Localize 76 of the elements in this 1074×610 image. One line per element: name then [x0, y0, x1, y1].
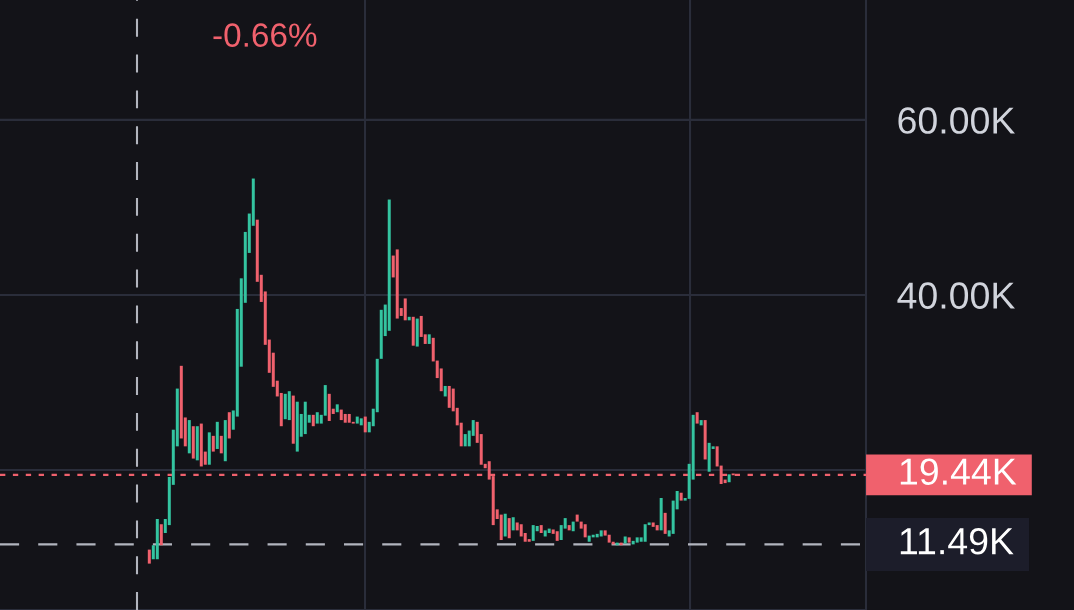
- candlestick: [651, 522, 655, 527]
- candlestick: [503, 513, 507, 537]
- candlestick: [571, 521, 575, 532]
- candlestick: [727, 474, 731, 483]
- candlestick: [635, 537, 639, 543]
- candlestick: [155, 518, 159, 560]
- candlestick: [431, 337, 435, 362]
- candlestick: [663, 512, 667, 534]
- candlestick: [623, 536, 627, 544]
- candlestick: [295, 401, 299, 452]
- candlestick: [359, 418, 363, 426]
- candlestick: [187, 420, 191, 454]
- candlestick: [511, 517, 515, 531]
- candlestick: [567, 525, 571, 531]
- y-tick-label: 40.00K: [897, 282, 1015, 309]
- candlestick: [159, 524, 163, 546]
- candlestick: [599, 530, 603, 537]
- candlestick: [227, 412, 231, 439]
- candlestick: [195, 426, 199, 461]
- candlestick: [643, 524, 647, 542]
- candlestick: [463, 434, 467, 447]
- candlestick: [659, 497, 663, 531]
- candlestick: [355, 416, 359, 424]
- candlestick: [587, 535, 591, 542]
- candlestick: [631, 540, 635, 545]
- y-tick-label: 60.00K: [898, 107, 1015, 134]
- candlestick: [379, 309, 383, 359]
- candlestick: [339, 409, 343, 421]
- candlestick: [543, 530, 547, 537]
- candlestick: [315, 412, 319, 424]
- candlestick: [447, 385, 451, 408]
- candlestick: [555, 531, 559, 541]
- candlestick: [403, 298, 407, 321]
- candlestick: [407, 316, 411, 321]
- ref-line-label: 11.49K: [900, 527, 1014, 555]
- candlestick: [199, 423, 203, 467]
- candlestick: [507, 518, 511, 539]
- candlestick: [415, 318, 419, 347]
- candlestick: [335, 404, 339, 413]
- candlestick: [679, 492, 683, 501]
- candlestick: [627, 537, 631, 543]
- candlestick: [575, 514, 579, 522]
- candlestick: [207, 432, 211, 465]
- candlestick: [215, 421, 219, 449]
- candlestick: [427, 334, 431, 344]
- candlestick: [703, 420, 707, 460]
- candlestick: [595, 533, 599, 538]
- candlestick: [707, 442, 711, 472]
- candlestick: [395, 249, 399, 319]
- candlestick: [211, 435, 215, 452]
- candlestick: [695, 412, 699, 424]
- candlestick: [715, 446, 719, 467]
- candlestick: [607, 534, 611, 543]
- candlestick: [539, 525, 543, 533]
- candlestick: [191, 426, 195, 459]
- candlestick: [311, 414, 315, 427]
- candlestick: [347, 413, 351, 423]
- candlestick: [443, 385, 447, 397]
- candlestick: [219, 435, 223, 454]
- candlestick: [531, 525, 535, 541]
- candlestick: [655, 525, 659, 531]
- candlestick: [303, 401, 307, 435]
- candlestick: [283, 393, 287, 420]
- candlestick: [547, 528, 551, 533]
- candlestick: [327, 393, 331, 421]
- text: -0.66%: [213, 23, 317, 47]
- candlestick: [223, 420, 227, 462]
- candlestick: [287, 391, 291, 421]
- candlestick: [411, 316, 415, 346]
- candlestick: [343, 413, 347, 423]
- ref-line-label: 19.44K: [900, 458, 1017, 485]
- candlestick: [291, 395, 295, 444]
- candlestick: [583, 524, 587, 538]
- candlestick: [699, 420, 703, 426]
- candlestick: [147, 549, 151, 564]
- candlestick: [363, 416, 367, 433]
